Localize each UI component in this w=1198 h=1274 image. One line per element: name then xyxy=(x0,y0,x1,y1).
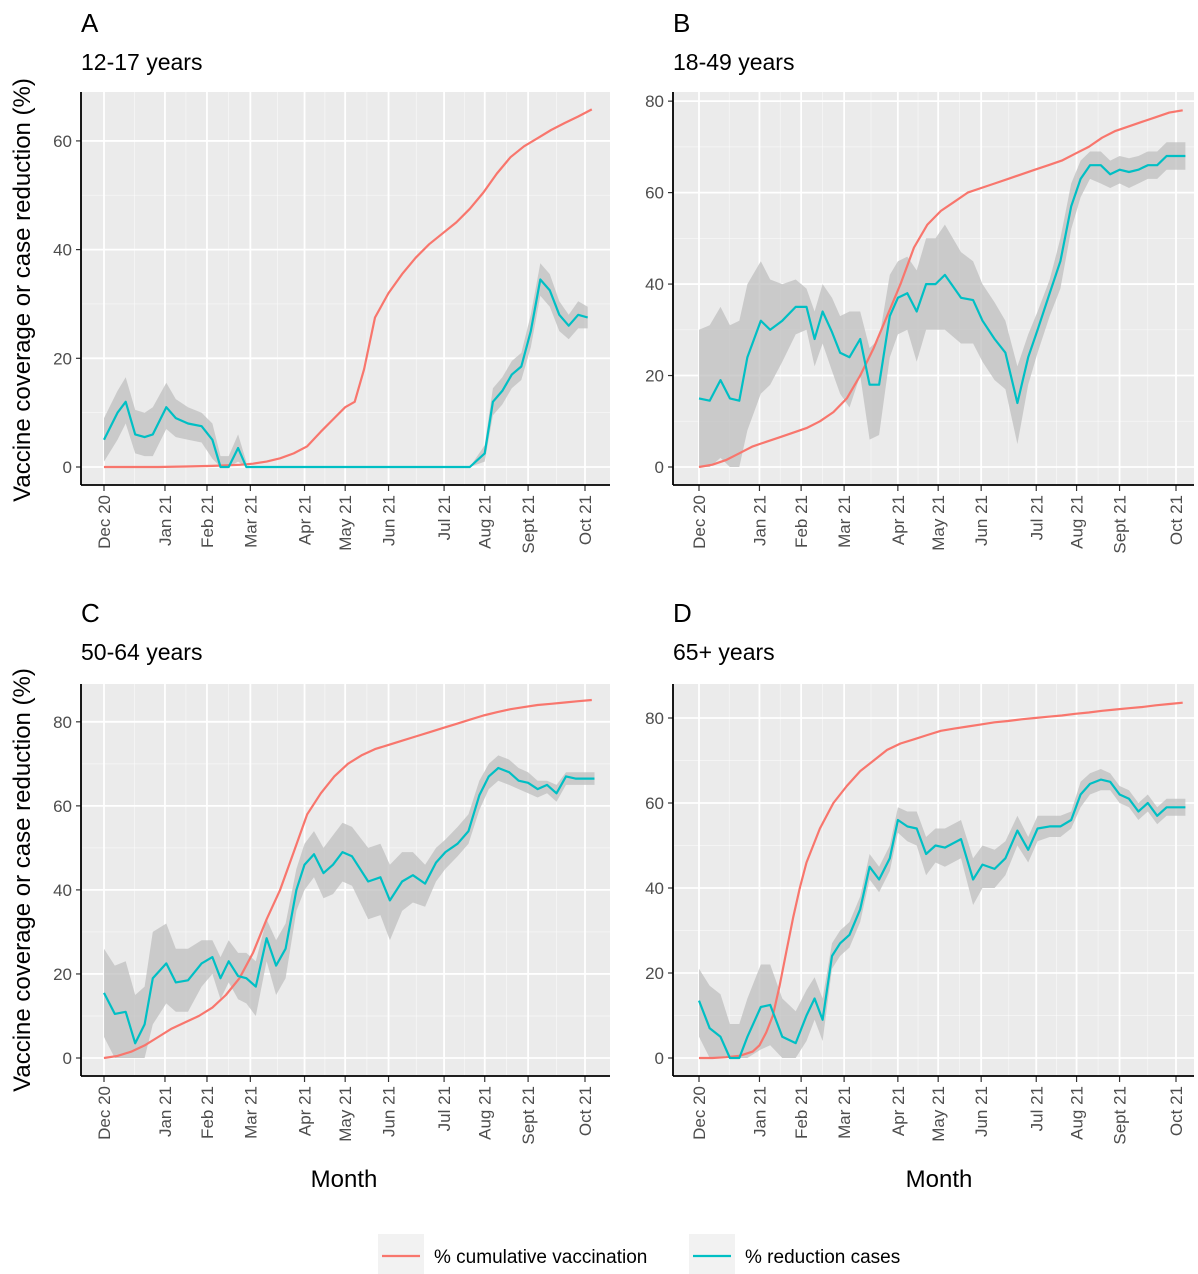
legend-key-vaccination xyxy=(378,1234,424,1274)
x-tick-label: May 21 xyxy=(336,1086,355,1142)
x-tick-label: Oct 21 xyxy=(576,1086,595,1136)
legend-key-reduction xyxy=(689,1234,735,1274)
x-tick-label: Jun 21 xyxy=(380,495,399,546)
x-tick-label: Sept 21 xyxy=(519,1086,538,1145)
ci-ribbon xyxy=(699,142,1186,468)
x-tick-label: Oct 21 xyxy=(1167,495,1186,545)
panel-letter: C xyxy=(81,598,100,628)
y-tick-label: 20 xyxy=(53,965,72,984)
y-axis-title-top: Vaccine coverage or case reduction (%) xyxy=(9,78,36,502)
x-tick-label: Aug 21 xyxy=(1068,1086,1087,1140)
x-tick-label: Oct 21 xyxy=(1167,1086,1186,1136)
panel-letter: A xyxy=(81,8,99,38)
x-tick-label: Mar 21 xyxy=(241,1086,260,1139)
panel-title: 50-64 years xyxy=(81,639,202,665)
panel-title: 65+ years xyxy=(673,639,775,665)
panel-title: 18-49 years xyxy=(673,49,794,75)
legend: % cumulative vaccination % reduction cas… xyxy=(378,1234,900,1274)
y-tick-label: 20 xyxy=(645,964,664,983)
x-axis-title-right: Month xyxy=(906,1166,973,1193)
y-tick-label: 0 xyxy=(63,1049,72,1068)
series-line-reduction xyxy=(103,766,595,1045)
x-tick-label: Sept 21 xyxy=(1111,495,1130,554)
y-tick-label: 60 xyxy=(645,794,664,813)
x-tick-label: Jun 21 xyxy=(380,1086,399,1137)
x-tick-label: Dec 20 xyxy=(690,1086,709,1140)
x-tick-label: Apr 21 xyxy=(296,1086,315,1136)
x-tick-label: Mar 21 xyxy=(241,495,260,548)
series-line-vaccination xyxy=(699,701,1183,1060)
x-tick-label: May 21 xyxy=(929,1086,948,1142)
x-tick-label: Feb 21 xyxy=(792,495,811,548)
ci-ribbon xyxy=(104,377,247,467)
ci-ribbon xyxy=(104,755,595,1058)
x-tick-label: Aug 21 xyxy=(1068,495,1087,549)
x-tick-label: Apr 21 xyxy=(889,495,908,545)
x-tick-label: Jun 21 xyxy=(972,495,991,546)
x-tick-label: Aug 21 xyxy=(476,495,495,549)
y-tick-label: 60 xyxy=(53,132,72,151)
y-tick-label: 80 xyxy=(645,92,664,111)
x-tick-label: Dec 20 xyxy=(95,495,114,549)
x-tick-label: Apr 21 xyxy=(889,1086,908,1136)
x-tick-label: Mar 21 xyxy=(835,495,854,548)
x-tick-label: Mar 21 xyxy=(835,1086,854,1139)
ci-ribbon xyxy=(699,769,1186,1058)
legend-label-reduction: % reduction cases xyxy=(745,1247,900,1268)
y-tick-label: 80 xyxy=(53,713,72,732)
series-line-reduction xyxy=(698,154,1186,405)
y-tick-label: 40 xyxy=(645,275,664,294)
series-line-reduction xyxy=(103,278,589,469)
panel-b: 0 20 40 60 80 Dec 20 Jan 21 Feb 21 Mar 21 Apr 21 M… xyxy=(645,8,1194,554)
y-tick-label: 60 xyxy=(53,797,72,816)
panel-d: 0 20 40 60 80 Dec 20 Jan 21 Feb 21 Mar 21 Apr 21 M… xyxy=(645,598,1194,1145)
x-tick-label: Feb 21 xyxy=(198,1086,217,1139)
x-tick-label: Dec 20 xyxy=(95,1086,114,1140)
x-tick-label: Jan 21 xyxy=(750,1086,769,1137)
y-tick-label: 40 xyxy=(645,879,664,898)
x-tick-label: May 21 xyxy=(929,495,948,551)
x-tick-label: Dec 20 xyxy=(690,495,709,549)
y-tick-label: 0 xyxy=(655,458,664,477)
x-tick-label: Aug 21 xyxy=(476,1086,495,1140)
legend-label-vaccination: % cumulative vaccination xyxy=(434,1247,647,1268)
panels: 0 20 40 60 Dec 20 Jan 21 Feb 21 Mar 21 Apr 21 May… xyxy=(53,8,1194,1145)
y-tick-label: 40 xyxy=(53,881,72,900)
y-tick-label: 20 xyxy=(645,367,664,386)
x-tick-label: Sept 21 xyxy=(1111,1086,1130,1145)
y-tick-label: 20 xyxy=(53,349,72,368)
panel-c: 0 20 40 60 80 Dec 20 Jan 21 Feb 21 Mar 21 Apr 21 M… xyxy=(53,598,610,1145)
y-tick-label: 60 xyxy=(645,184,664,203)
x-tick-label: Jul 21 xyxy=(1027,495,1046,540)
panel-a: 0 20 40 60 Dec 20 Jan 21 Feb 21 Mar 21 Apr 21 May… xyxy=(53,8,610,554)
series-line-vaccination xyxy=(698,109,1183,469)
panel-letter: D xyxy=(673,598,692,628)
x-tick-label: Feb 21 xyxy=(198,495,217,548)
y-axis-title-bottom: Vaccine coverage or case reduction (%) xyxy=(9,668,36,1092)
y-tick-label: 0 xyxy=(655,1049,664,1068)
x-tick-label: Jul 21 xyxy=(435,1086,454,1131)
x-axis-title-left: Month xyxy=(311,1166,378,1193)
series-line-reduction xyxy=(697,778,1186,1060)
x-tick-label: Jun 21 xyxy=(972,1086,991,1137)
y-tick-label: 40 xyxy=(53,241,72,260)
x-tick-label: Jan 21 xyxy=(750,495,769,546)
x-tick-label: Sept 21 xyxy=(519,495,538,554)
x-tick-label: Oct 21 xyxy=(576,495,595,545)
x-tick-label: Jan 21 xyxy=(156,1086,175,1137)
y-tick-label: 0 xyxy=(63,458,72,477)
y-tick-label: 80 xyxy=(645,709,664,728)
x-tick-label: Feb 21 xyxy=(792,1086,811,1139)
panel-letter: B xyxy=(673,8,690,38)
panel-title: 12-17 years xyxy=(81,49,202,75)
series-line-vaccination xyxy=(103,698,592,1060)
series-line-vaccination xyxy=(104,108,593,469)
x-tick-label: Jul 21 xyxy=(435,495,454,540)
x-tick-label: Jan 21 xyxy=(156,495,175,546)
x-tick-label: May 21 xyxy=(336,495,355,551)
x-tick-label: Jul 21 xyxy=(1027,1086,1046,1131)
x-tick-label: Apr 21 xyxy=(296,495,315,545)
